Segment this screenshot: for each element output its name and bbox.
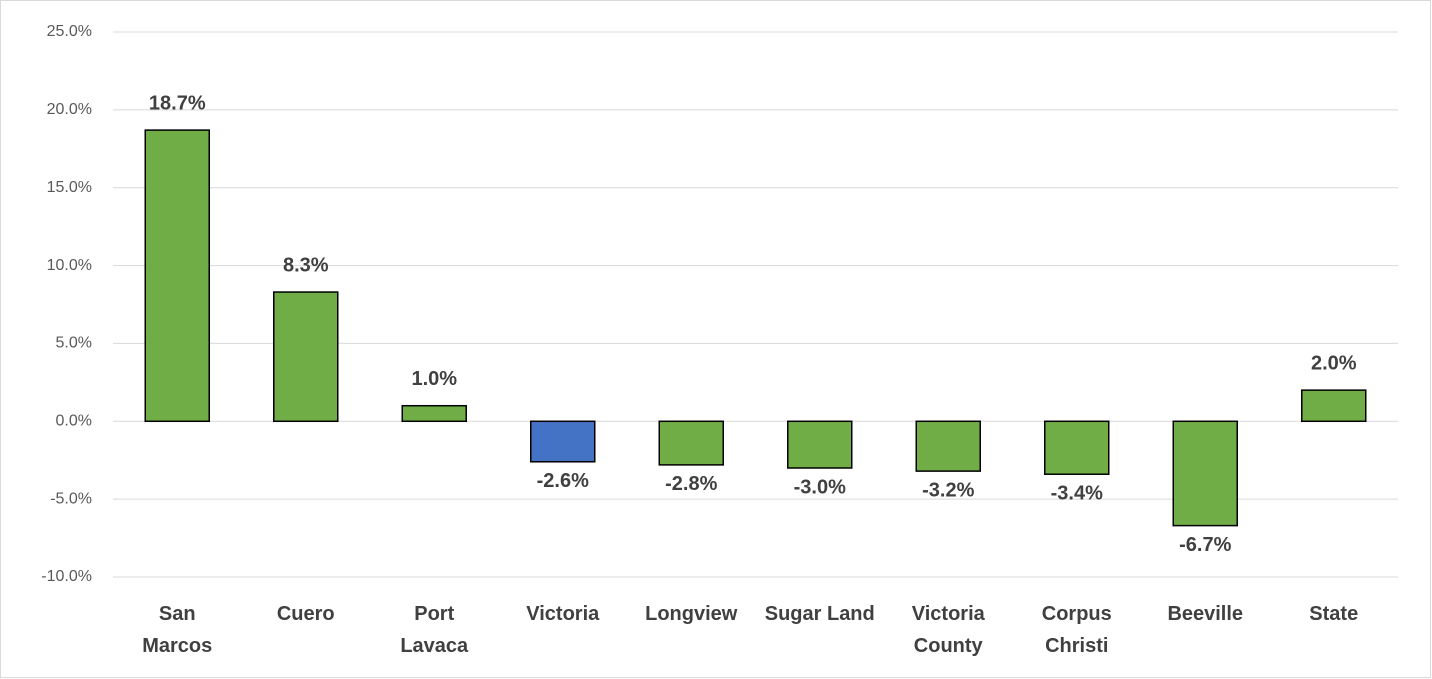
x-tick-label: Sugar Land	[765, 603, 875, 625]
y-tick-label: -10.0%	[41, 568, 92, 585]
bar	[1301, 389, 1367, 423]
y-tick-label: 5.0%	[56, 335, 92, 352]
x-tick-label-line: Christi	[1045, 635, 1108, 657]
value-label: -3.2%	[922, 479, 974, 501]
x-tick-label: Cuero	[277, 603, 335, 625]
bar	[530, 420, 596, 463]
x-tick-label-line: Victoria	[526, 603, 600, 625]
x-tick-label-line: Sugar Land	[765, 603, 875, 625]
x-tick-label-line: Victoria	[912, 603, 986, 625]
x-tick-label: State	[1309, 603, 1358, 625]
value-label: 2.0%	[1311, 352, 1357, 374]
x-tick-label-line: Marcos	[142, 635, 212, 657]
x-tick-label: Port Lavaca	[400, 603, 469, 657]
bar	[658, 420, 724, 466]
y-tick-label: 20.0%	[47, 101, 92, 118]
bar	[1044, 420, 1110, 475]
x-tick-label: San Marcos	[142, 603, 212, 657]
value-label: 8.3%	[283, 254, 329, 276]
x-tick-label-line: State	[1309, 603, 1358, 625]
value-label: 18.7%	[149, 92, 206, 114]
x-tick-label-line: Longview	[645, 603, 738, 625]
x-tick-label-line: Lavaca	[400, 635, 469, 657]
value-label: -2.8%	[665, 473, 717, 495]
x-tick-label-line: San	[159, 603, 196, 625]
y-tick-label: 0.0%	[56, 413, 92, 430]
x-tick-label: Victoria County	[912, 603, 986, 657]
y-tick-label: -5.0%	[50, 490, 92, 507]
bar	[401, 404, 467, 423]
y-tick-label: 15.0%	[47, 179, 92, 196]
value-label: 1.0%	[411, 368, 457, 390]
bar	[915, 420, 981, 472]
y-tick-label: 10.0%	[47, 257, 92, 274]
x-tick-label: Beeville	[1167, 603, 1243, 625]
bar	[144, 129, 210, 423]
x-tick-label-line: Cuero	[277, 603, 335, 625]
x-tick-label-line: Port	[414, 603, 454, 625]
x-tick-label: Longview	[645, 603, 738, 625]
x-tick-label: Corpus Christi	[1042, 603, 1112, 657]
value-label: -2.6%	[537, 470, 589, 492]
x-tick-label: Victoria	[526, 603, 600, 625]
x-tick-label-line: Corpus	[1042, 603, 1112, 625]
bar	[787, 420, 853, 469]
x-tick-label-line: Beeville	[1167, 603, 1243, 625]
x-tick-label-line: County	[914, 635, 984, 657]
value-label: -3.0%	[794, 476, 846, 498]
value-label: -3.4%	[1051, 483, 1103, 505]
y-tick-label: 25.0%	[47, 23, 92, 40]
bar	[273, 291, 339, 423]
bar	[1172, 420, 1238, 527]
value-label: -6.7%	[1179, 534, 1231, 556]
